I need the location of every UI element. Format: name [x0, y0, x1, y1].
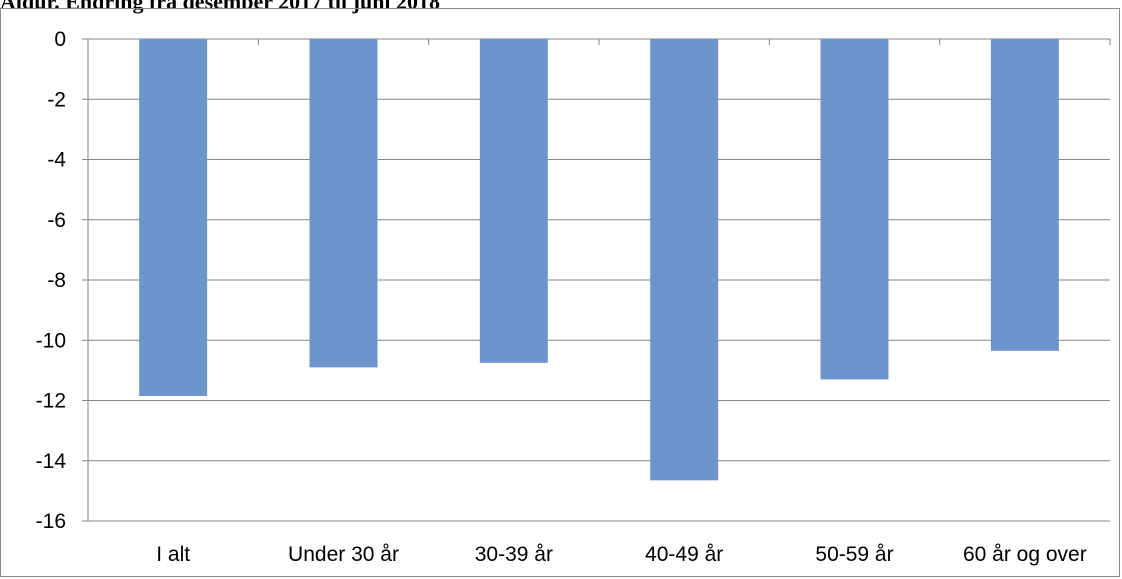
y-tick-label: -8 [47, 269, 66, 292]
bar [309, 39, 378, 368]
bar [139, 39, 208, 396]
y-tick-label: -6 [47, 209, 66, 232]
y-tick-label: -4 [47, 149, 66, 172]
x-tick-label: Under 30 år [288, 543, 399, 566]
y-tick-label: -2 [47, 88, 66, 111]
y-tick-label: -16 [36, 510, 66, 533]
bar [479, 39, 548, 363]
bar [990, 39, 1059, 351]
x-tick-label: 50-59 år [815, 543, 893, 566]
x-tick-label: I alt [156, 543, 190, 566]
chart-title: Aldur. Endring fra desember 2017 til jun… [0, 0, 441, 14]
chart-frame [0, 8, 1120, 577]
y-tick-label: -14 [36, 450, 67, 473]
x-tick-label: 40-49 år [645, 543, 723, 566]
y-tick-label: -12 [36, 390, 66, 413]
x-tick-label: 60 år og over [963, 543, 1087, 566]
x-tick-label: 30-39 år [475, 543, 553, 566]
bar [650, 39, 719, 481]
y-tick-label: -10 [36, 329, 66, 352]
y-tick-label: 0 [54, 28, 66, 51]
bar [820, 39, 889, 380]
